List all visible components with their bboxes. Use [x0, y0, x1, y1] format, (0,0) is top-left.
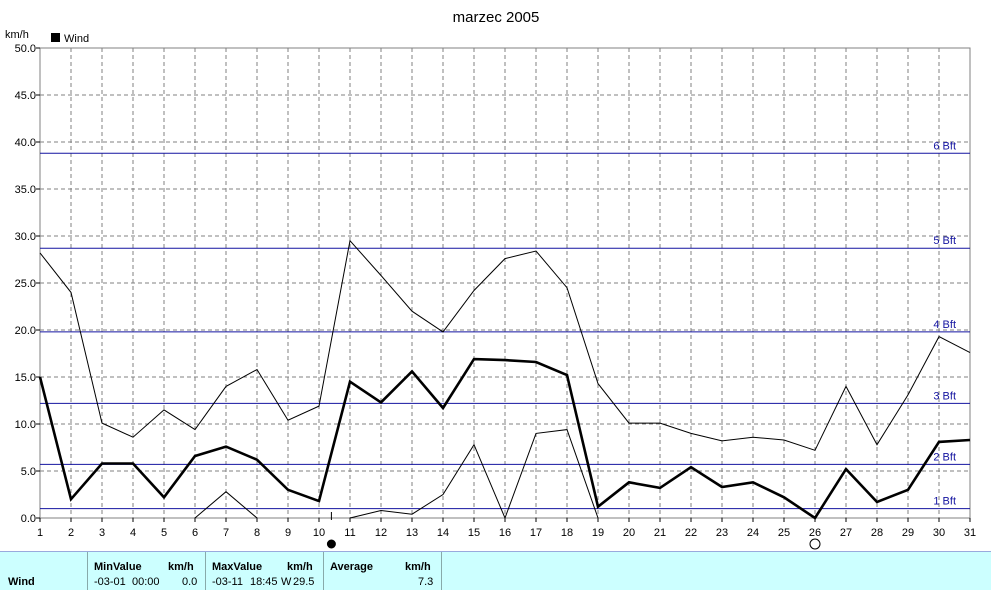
series-line-max: [39, 239, 971, 451]
min-header: MinValue: [94, 561, 142, 573]
x-tick-label: 20: [623, 527, 635, 539]
x-tick-label: 22: [685, 527, 697, 539]
x-tick-label: 5: [161, 527, 167, 539]
x-tick-label: 16: [499, 527, 511, 539]
series-line-average: [38, 357, 971, 520]
min-marker: [326, 539, 336, 549]
series-line-min: [349, 429, 599, 520]
beaufort-label: 5 Bft: [933, 235, 956, 247]
x-tick-label: 9: [285, 527, 291, 539]
y-tick-label: 25.0: [15, 278, 36, 290]
x-tick-label: 15: [468, 527, 480, 539]
x-tick-label: 3: [99, 527, 105, 539]
x-tick-label: 18: [561, 527, 573, 539]
plot-area: 0.0 5.0 10.0 15.0 20.0 25.0 30.0 35.0 40.0 45.0 50…: [15, 43, 976, 550]
x-tick-label: 8: [254, 527, 260, 539]
min-unit: km/h: [168, 561, 194, 573]
x-tick-label: 27: [840, 527, 852, 539]
beaufort-label: 2 Bft: [933, 451, 956, 463]
x-tick-label: 19: [592, 527, 604, 539]
y-tick-label: 10.0: [15, 419, 36, 431]
max-date: -03-11: [212, 576, 243, 588]
stats-min-cell: MinValue km/h -03-01 00:00 0.0: [88, 552, 206, 590]
stats-max-cell: MaxValue km/h -03-11 18:45 W 29.5: [206, 552, 324, 590]
x-tick-label: 25: [778, 527, 790, 539]
x-tick-label: 29: [902, 527, 914, 539]
y-tick-label: 40.0: [15, 137, 36, 149]
y-tick-label: 0.0: [21, 513, 36, 525]
max-direction: W: [281, 576, 292, 588]
beaufort-label: 6 Bft: [933, 140, 956, 152]
min-date: -03-01: [94, 576, 126, 588]
min-value: 0.0: [182, 576, 198, 588]
max-header: MaxValue: [212, 561, 263, 573]
y-tick-label: 20.0: [15, 325, 36, 337]
max-value: 29.5: [293, 576, 315, 588]
x-tick-label: 23: [716, 527, 728, 539]
series-line-min: [194, 491, 258, 519]
x-tick-label: 13: [406, 527, 418, 539]
y-axis-unit: km/h: [5, 29, 29, 41]
average-unit: km/h: [405, 561, 431, 573]
x-tick-label: 28: [871, 527, 883, 539]
x-tick-label: 24: [747, 527, 759, 539]
average-header: Average: [330, 561, 374, 573]
stats-row-label-cell: Wind: [0, 552, 88, 590]
y-tick-label: 50.0: [15, 43, 36, 55]
y-tick-label: 35.0: [15, 184, 36, 196]
max-time: 18:45: [250, 576, 278, 588]
x-tick-label: 7: [223, 527, 229, 539]
x-tick-label: 1: [37, 527, 43, 539]
stats-panel: Wind MinValue km/h -03-01 00:00 0.0 MaxV…: [0, 551, 991, 590]
max-unit: km/h: [287, 561, 313, 573]
stats-row-label: Wind: [8, 576, 35, 588]
beaufort-label: 1 Bft: [933, 496, 956, 508]
max-marker: [809, 538, 821, 550]
y-tick-label: 45.0: [15, 90, 36, 102]
average-value: 7.3: [418, 576, 434, 588]
x-tick-label: 11: [344, 527, 355, 539]
x-tick-label: 26: [809, 527, 821, 539]
chart-title: marzec 2005: [453, 9, 540, 26]
stats-average-cell: Average km/h 7.3: [324, 552, 442, 590]
x-tick-label: 6: [192, 527, 198, 539]
legend-label: Wind: [64, 33, 89, 45]
min-time: 00:00: [132, 576, 160, 588]
x-tick-label: 30: [933, 527, 945, 539]
x-tick-label: 10: [313, 527, 325, 539]
x-tick-label: 31: [964, 527, 976, 539]
wind-chart: marzec 2005 km/h Wind 0.0 5.0 10.0 15.0 20.0…: [5, 9, 976, 550]
x-tick-label: 17: [530, 527, 542, 539]
legend-swatch: [51, 33, 60, 42]
beaufort-label: 4 Bft: [933, 319, 956, 331]
x-tick-label: 14: [437, 527, 449, 539]
beaufort-label: 3 Bft: [933, 390, 956, 402]
y-tick-label: 15.0: [15, 372, 36, 384]
x-tick-label: 12: [375, 527, 387, 539]
x-tick-label: 21: [654, 527, 666, 539]
x-tick-label: 4: [130, 527, 136, 539]
x-tick-label: 2: [68, 527, 74, 539]
y-tick-label: 30.0: [15, 231, 36, 243]
y-tick-label: 5.0: [21, 466, 36, 478]
